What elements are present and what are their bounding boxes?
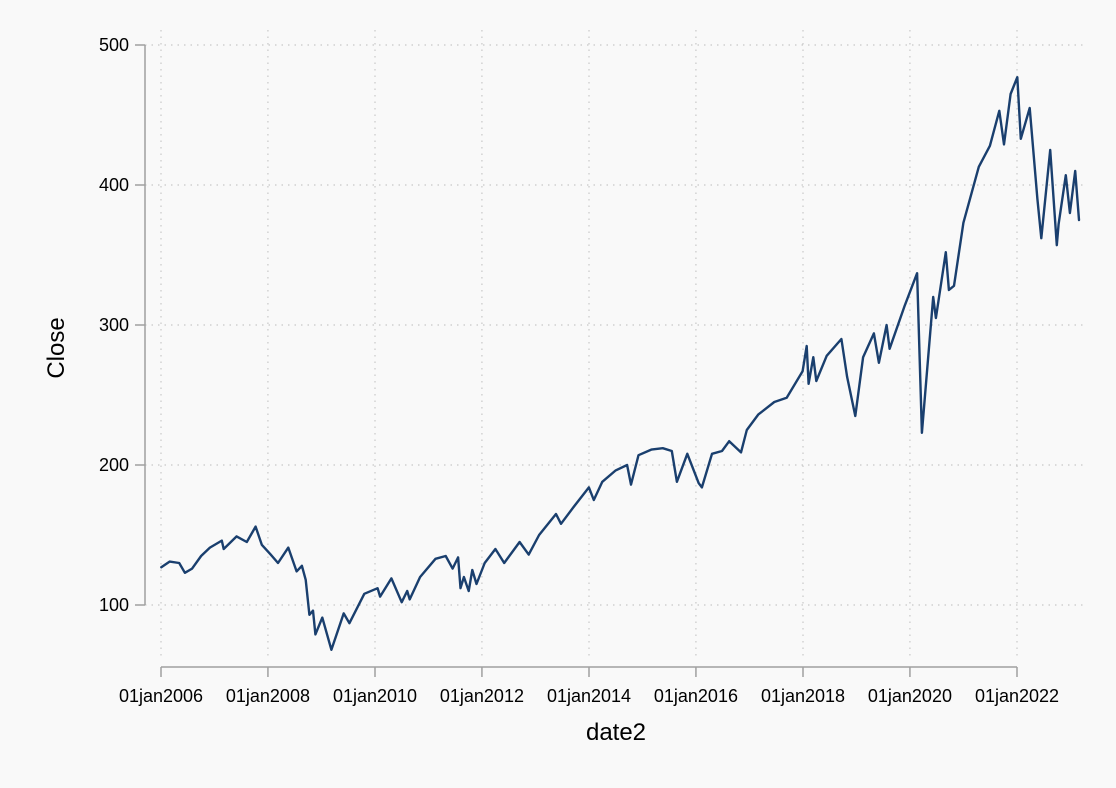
y-tick-label: 500 xyxy=(99,35,129,55)
x-tick-label: 01jan2010 xyxy=(333,686,417,706)
y-axis-title: Close xyxy=(43,317,70,378)
x-tick-label: 01jan2014 xyxy=(547,686,631,706)
gridlines xyxy=(145,30,1085,658)
x-tick-label: 01jan2008 xyxy=(226,686,310,706)
y-axis-ticks: 100 200 300 400 500 xyxy=(99,35,145,615)
y-tick-label: 100 xyxy=(99,595,129,615)
y-tick-label: 200 xyxy=(99,455,129,475)
y-tick-label: 300 xyxy=(99,315,129,335)
x-tick-label: 01jan2016 xyxy=(654,686,738,706)
x-tick-label: 01jan2022 xyxy=(975,686,1059,706)
y-tick-label: 400 xyxy=(99,175,129,195)
series-line xyxy=(160,75,1081,651)
x-tick-label: 01jan2012 xyxy=(440,686,524,706)
x-tick-label: 01jan2020 xyxy=(868,686,952,706)
series xyxy=(160,75,1081,651)
x-axis-ticks: 01jan2006 01jan2008 01jan2010 01jan2012 01ja… xyxy=(119,667,1059,706)
x-axis-title: date2 xyxy=(586,719,646,746)
x-tick-label: 01jan2018 xyxy=(761,686,845,706)
x-tick-label: 01jan2006 xyxy=(119,686,203,706)
axes xyxy=(144,45,1017,668)
